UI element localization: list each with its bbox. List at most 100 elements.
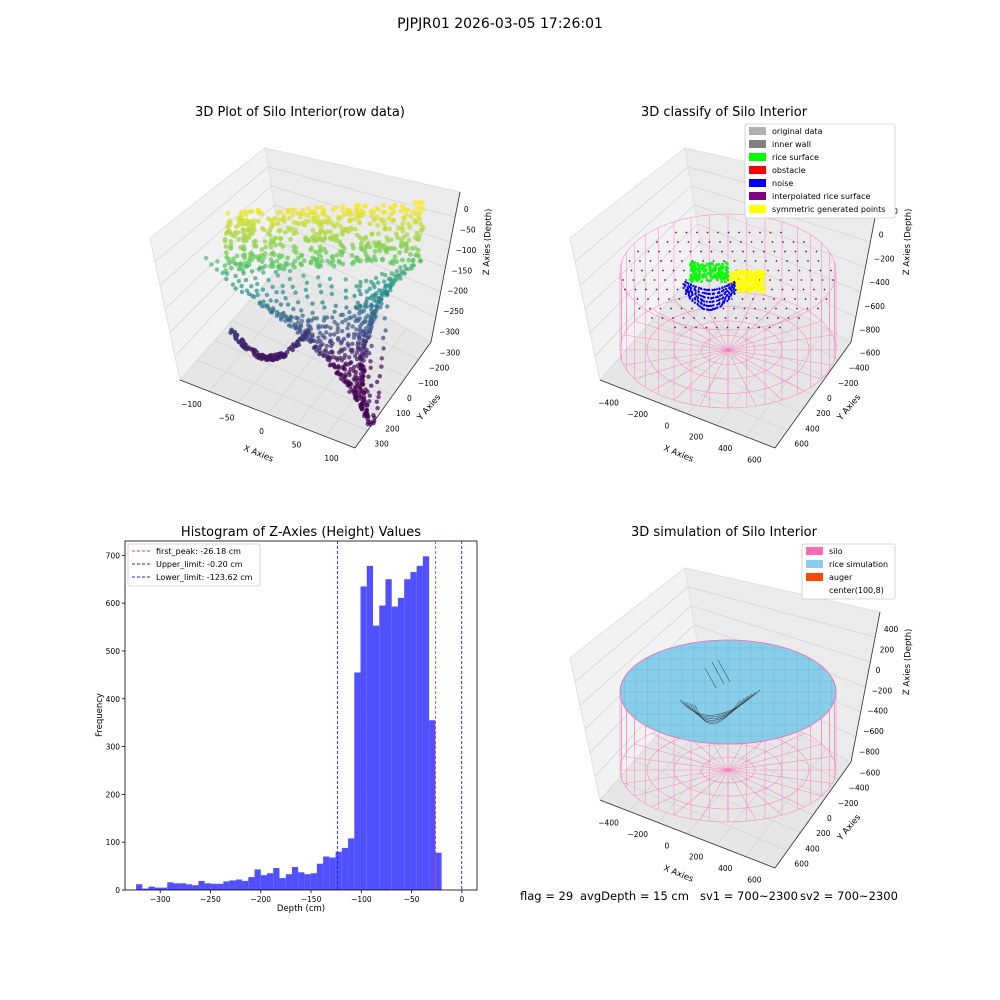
rice-surface-point xyxy=(696,269,700,272)
histogram-bar xyxy=(167,882,174,890)
rice-surface-point xyxy=(709,262,713,265)
symmetric-point xyxy=(738,278,742,282)
symmetric-point xyxy=(747,276,751,280)
legend-label: obstacle xyxy=(772,166,806,175)
data-point xyxy=(414,230,420,236)
data-point xyxy=(267,232,273,238)
noise-point xyxy=(726,293,729,297)
interpolated-point xyxy=(792,288,794,291)
data-point xyxy=(392,254,398,260)
interpolated-point xyxy=(796,307,798,310)
data-point xyxy=(371,254,377,260)
y-tick-label: 0 xyxy=(115,886,120,895)
data-point xyxy=(364,258,370,263)
data-point xyxy=(382,226,388,232)
legend-swatch xyxy=(806,560,823,568)
data-point xyxy=(379,356,384,361)
data-point xyxy=(261,270,266,275)
data-point xyxy=(288,345,294,350)
interpolated-point xyxy=(679,250,681,253)
data-point xyxy=(284,350,290,355)
data-point xyxy=(346,332,351,337)
data-point xyxy=(361,390,367,395)
legend-label: Lower_limit: -123.62 cm xyxy=(156,573,253,582)
data-point xyxy=(340,203,346,209)
interpolated-point xyxy=(813,288,815,291)
data-point xyxy=(293,230,299,236)
data-point xyxy=(257,300,263,305)
data-point xyxy=(319,290,324,295)
histogram-bar xyxy=(404,579,411,890)
data-point xyxy=(274,258,280,264)
data-point xyxy=(350,341,355,346)
x-axis-label: X Axies xyxy=(662,444,695,465)
noise-point xyxy=(712,292,715,295)
data-point xyxy=(249,257,255,263)
x-tick-label: −50 xyxy=(219,413,235,422)
data-point xyxy=(388,212,394,217)
interpolated-point xyxy=(636,298,639,300)
data-point xyxy=(344,305,349,310)
data-point xyxy=(358,292,363,297)
rice-surface-point xyxy=(696,262,700,265)
data-point xyxy=(302,221,307,227)
x-tick-label: −400 xyxy=(598,399,619,408)
data-point xyxy=(395,235,400,240)
noise-point xyxy=(722,301,726,304)
data-point xyxy=(357,327,363,332)
interpolated-point xyxy=(716,279,719,281)
histogram-bar xyxy=(142,888,149,890)
data-point xyxy=(368,322,374,327)
data-point xyxy=(226,260,232,266)
data-point xyxy=(398,243,404,249)
legend-label: noise xyxy=(772,179,793,188)
noise-point xyxy=(682,286,685,290)
data-point xyxy=(324,330,329,335)
noise-point xyxy=(703,296,706,299)
data-point xyxy=(310,334,315,339)
noise-point xyxy=(711,308,714,311)
symmetric-point xyxy=(746,279,750,283)
data-point xyxy=(260,287,266,292)
data-point xyxy=(397,250,402,256)
symmetric-point xyxy=(752,286,756,290)
chart-title: 3D simulation of Silo Interior xyxy=(631,525,818,540)
data-point xyxy=(287,276,293,282)
data-point xyxy=(359,363,364,368)
data-point xyxy=(319,211,325,216)
x-tick-label: 200 xyxy=(689,853,704,862)
data-point xyxy=(233,286,238,291)
data-point xyxy=(410,209,416,215)
noise-point xyxy=(700,302,703,305)
interpolated-point xyxy=(703,317,706,319)
noise-point xyxy=(684,280,687,284)
data-point xyxy=(308,247,314,253)
legend-label: symmetric generated points xyxy=(772,205,885,214)
chart-title: 3D classify of Silo Interior xyxy=(641,105,808,120)
interpolated-point xyxy=(681,260,683,262)
data-point xyxy=(308,339,313,344)
z-tick-label: 0 xyxy=(464,205,469,214)
interpolated-point xyxy=(624,288,626,291)
noise-point xyxy=(694,298,697,301)
interpolated-point xyxy=(806,307,809,310)
interpolated-point xyxy=(752,250,755,253)
data-point xyxy=(314,218,320,224)
rice-surface-point xyxy=(720,280,723,283)
legend-label: original data xyxy=(772,127,823,136)
data-point xyxy=(367,286,372,291)
interpolated-point xyxy=(735,317,737,319)
y-tick-label: 300 xyxy=(106,743,121,752)
data-point xyxy=(308,260,314,266)
noise-point xyxy=(732,290,736,294)
data-point xyxy=(342,363,348,368)
noise-point xyxy=(707,308,710,311)
data-point xyxy=(290,284,295,289)
data-point xyxy=(317,244,323,250)
data-point xyxy=(267,228,272,234)
noise-point xyxy=(697,291,700,294)
interpolated-point xyxy=(764,307,767,310)
data-point xyxy=(285,302,291,307)
data-point xyxy=(249,231,255,237)
symmetric-point xyxy=(738,269,742,274)
